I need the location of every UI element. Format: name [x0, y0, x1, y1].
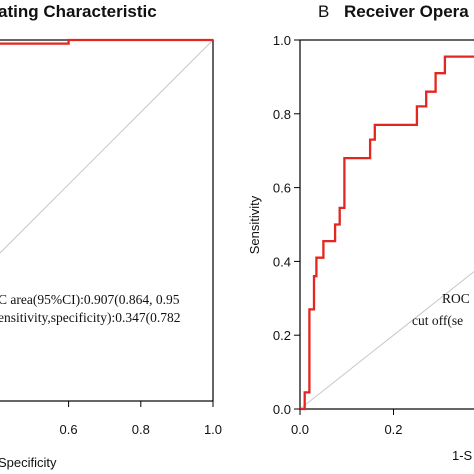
plot-frame — [0, 39, 214, 402]
y-axis-title: Sensitivity — [247, 195, 262, 254]
reference-diagonal — [0, 39, 214, 254]
y-tick-label: 0.8 — [273, 107, 291, 122]
auc-annotation: C area(95%CI):0.907(0.864, 0.95 — [0, 292, 180, 307]
x-tick-label: 0.6 — [60, 422, 78, 437]
x-tick-label: 0.0 — [291, 422, 309, 437]
roc-curve — [0, 38, 213, 45]
x-tick-label: 0.2 — [384, 422, 402, 437]
roc-annotation: ROC — [442, 291, 470, 306]
roc-curve — [300, 55, 474, 411]
y-tick-label: 0.4 — [273, 254, 291, 269]
x-axis-title: 1-S — [452, 448, 473, 463]
panel-a-chart: 0.6 0.8 1.0 C area(95%CI):0.907(0.864, 0.95… — [0, 38, 222, 470]
panel-b-chart: 0.00.20.40.60.81.00.00.20.4SensitivityRO… — [247, 33, 474, 463]
y-tick-label: 0.0 — [273, 402, 291, 417]
y-tick-label: 0.2 — [273, 328, 291, 343]
panel-b-letter: B — [318, 2, 329, 21]
x-tick-label: 0.8 — [132, 422, 150, 437]
x-tick-label: 1.0 — [204, 422, 222, 437]
y-tick-label: 0.6 — [273, 181, 291, 196]
reference-diagonal — [299, 271, 474, 410]
panel-b-title: Receiver Opera — [344, 2, 469, 21]
plot-frame — [299, 39, 474, 410]
x-axis-title: Specificity — [0, 455, 57, 470]
y-tick-label: 1.0 — [273, 33, 291, 48]
cutoff-annotation: cut off(se — [412, 313, 463, 328]
panel-a-title: ating Characteristic — [0, 2, 157, 21]
cutoff-annotation: ensitivity,specificity):0.347(0.782 — [0, 310, 180, 325]
